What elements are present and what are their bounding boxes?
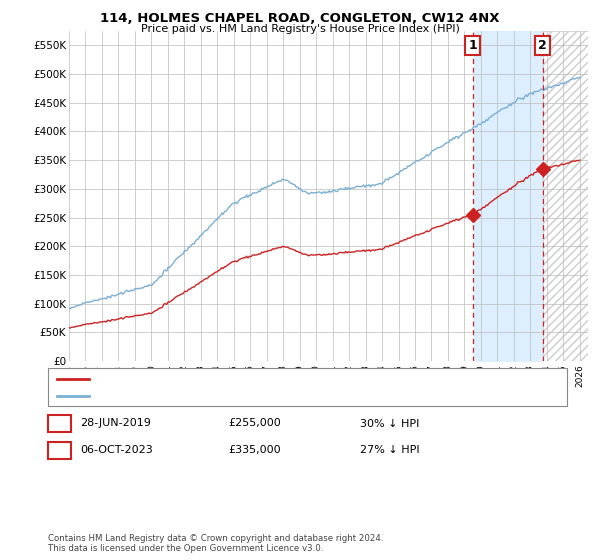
Text: 1: 1 xyxy=(468,39,477,52)
Text: Price paid vs. HM Land Registry's House Price Index (HPI): Price paid vs. HM Land Registry's House … xyxy=(140,24,460,34)
Text: 06-OCT-2023: 06-OCT-2023 xyxy=(80,445,152,455)
Text: 114, HOLMES CHAPEL ROAD, CONGLETON, CW12 4NX: 114, HOLMES CHAPEL ROAD, CONGLETON, CW12… xyxy=(100,12,500,25)
Text: 114, HOLMES CHAPEL ROAD, CONGLETON, CW12 4NX (detached house): 114, HOLMES CHAPEL ROAD, CONGLETON, CW12… xyxy=(93,374,454,384)
Text: 2: 2 xyxy=(55,444,64,457)
Text: Contains HM Land Registry data © Crown copyright and database right 2024.
This d: Contains HM Land Registry data © Crown c… xyxy=(48,534,383,553)
Text: £335,000: £335,000 xyxy=(228,445,281,455)
Text: HPI: Average price, detached house, Cheshire East: HPI: Average price, detached house, Ches… xyxy=(93,391,346,402)
Text: 28-JUN-2019: 28-JUN-2019 xyxy=(80,418,151,428)
Text: 2: 2 xyxy=(538,39,547,52)
Text: 1: 1 xyxy=(55,417,64,430)
Text: 27% ↓ HPI: 27% ↓ HPI xyxy=(360,445,419,455)
Text: £255,000: £255,000 xyxy=(228,418,281,428)
Text: 30% ↓ HPI: 30% ↓ HPI xyxy=(360,418,419,428)
Bar xyxy=(543,31,588,361)
